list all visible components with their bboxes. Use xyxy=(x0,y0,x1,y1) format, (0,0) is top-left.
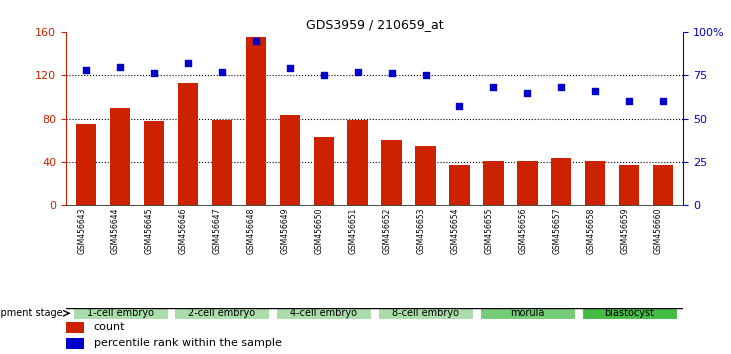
Text: GSM456656: GSM456656 xyxy=(518,208,527,255)
Text: 4-cell embryo: 4-cell embryo xyxy=(290,308,357,318)
Text: development stage: development stage xyxy=(0,308,62,318)
Point xyxy=(624,98,635,104)
Bar xyxy=(450,165,469,205)
Bar xyxy=(480,308,575,319)
Point xyxy=(284,65,295,71)
Text: GSM456647: GSM456647 xyxy=(213,208,222,255)
Point xyxy=(657,98,669,104)
Bar xyxy=(314,137,334,205)
Bar xyxy=(483,161,504,205)
Point xyxy=(589,88,601,94)
Text: GSM456653: GSM456653 xyxy=(417,208,425,255)
Point xyxy=(386,71,398,76)
Bar xyxy=(175,308,270,319)
Bar xyxy=(279,115,300,205)
Bar xyxy=(582,308,677,319)
Bar xyxy=(653,165,673,205)
Text: GSM456652: GSM456652 xyxy=(382,208,392,255)
Text: morula: morula xyxy=(510,308,545,318)
Bar xyxy=(110,108,130,205)
Bar xyxy=(551,158,572,205)
Text: GSM456651: GSM456651 xyxy=(349,208,357,255)
Bar xyxy=(212,120,232,205)
Point xyxy=(352,69,363,75)
Point xyxy=(182,60,194,66)
Text: count: count xyxy=(94,322,125,332)
Bar xyxy=(66,322,84,333)
Text: GSM456650: GSM456650 xyxy=(315,208,324,255)
Bar xyxy=(144,121,164,205)
Point xyxy=(250,38,262,44)
Bar xyxy=(76,124,96,205)
Text: GSM456646: GSM456646 xyxy=(179,208,188,255)
Text: GSM456659: GSM456659 xyxy=(620,208,629,255)
Bar xyxy=(246,37,266,205)
Point xyxy=(216,69,228,75)
Text: GSM456654: GSM456654 xyxy=(450,208,460,255)
Bar xyxy=(276,308,371,319)
Bar xyxy=(66,338,84,349)
Text: GSM456648: GSM456648 xyxy=(247,208,256,255)
Bar xyxy=(378,308,473,319)
Bar xyxy=(382,140,402,205)
Text: blastocyst: blastocyst xyxy=(605,308,654,318)
Point xyxy=(148,71,160,76)
Text: GSM456658: GSM456658 xyxy=(586,208,595,255)
Text: percentile rank within the sample: percentile rank within the sample xyxy=(94,338,281,348)
Text: 1-cell embryo: 1-cell embryo xyxy=(86,308,154,318)
Bar xyxy=(619,165,640,205)
Text: GSM456657: GSM456657 xyxy=(553,208,561,255)
Bar xyxy=(72,308,167,319)
Text: GSM456644: GSM456644 xyxy=(111,208,120,255)
Text: GSM456645: GSM456645 xyxy=(145,208,154,255)
Bar xyxy=(347,120,368,205)
Point xyxy=(318,73,330,78)
Point xyxy=(420,73,431,78)
Title: GDS3959 / 210659_at: GDS3959 / 210659_at xyxy=(306,18,444,31)
Point xyxy=(80,67,92,73)
Text: GSM456649: GSM456649 xyxy=(281,208,289,255)
Point xyxy=(488,85,499,90)
Point xyxy=(556,85,567,90)
Point xyxy=(114,64,126,69)
Bar xyxy=(178,83,198,205)
Bar xyxy=(585,161,605,205)
Bar xyxy=(415,146,436,205)
Text: GSM456643: GSM456643 xyxy=(77,208,86,255)
Point xyxy=(454,104,466,109)
Point xyxy=(521,90,533,96)
Text: GSM456655: GSM456655 xyxy=(485,208,493,255)
Text: 2-cell embryo: 2-cell embryo xyxy=(189,308,255,318)
Bar xyxy=(517,161,537,205)
Text: GSM456660: GSM456660 xyxy=(654,208,663,255)
Text: 8-cell embryo: 8-cell embryo xyxy=(392,308,459,318)
